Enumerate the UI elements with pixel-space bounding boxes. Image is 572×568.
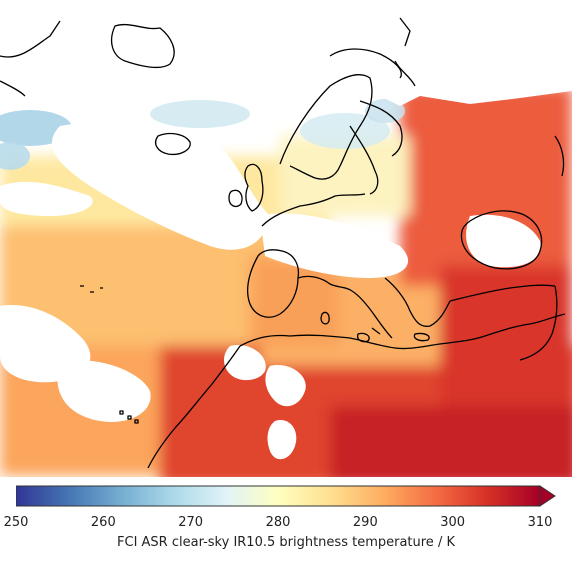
field-cool-scandinavia xyxy=(300,113,390,149)
colorbar xyxy=(16,485,556,507)
colorbar-tick-label: 270 xyxy=(178,515,204,530)
coastlines xyxy=(0,17,566,469)
coastline-levant xyxy=(519,285,558,361)
coastline-west-africa xyxy=(147,345,241,469)
cloud-north-atlantic xyxy=(51,123,270,250)
map-panel xyxy=(0,16,572,477)
coastline-ireland xyxy=(228,189,243,208)
coastline-iceland xyxy=(154,132,191,156)
coastline-black-sea xyxy=(460,210,543,270)
coastline-greenland xyxy=(0,20,61,58)
brightness-temperature-map xyxy=(0,16,572,477)
field-cold-labrador xyxy=(0,142,30,170)
colorbar-label: FCI ASR clear-sky IR10.5 brightness temp… xyxy=(117,535,455,550)
coastline-anatolia xyxy=(449,284,556,302)
colorbar-tick-label: 280 xyxy=(265,515,291,530)
field-baltic xyxy=(280,136,410,216)
cloud-central-europe xyxy=(260,213,409,278)
coastline-azores xyxy=(80,285,103,293)
colorbar-tick-label: 290 xyxy=(352,515,378,530)
coastline-balkans xyxy=(384,277,451,327)
cool-patches xyxy=(0,99,405,170)
coastline-south-france xyxy=(297,275,353,292)
colorbar-tick-label: 250 xyxy=(3,515,29,530)
cloud-canary xyxy=(57,360,151,422)
colorbar-bar xyxy=(16,485,541,507)
colorbar-tick-label: 310 xyxy=(527,515,553,530)
coastline-greenland-south xyxy=(0,80,26,97)
cloud-mask xyxy=(0,16,572,460)
coastline-novaya-zemlya xyxy=(394,17,416,87)
coastline-canary-islands xyxy=(119,410,139,424)
colorbar-tick-label: 260 xyxy=(90,515,116,530)
cloud-black-sea xyxy=(466,214,541,268)
field-levant xyxy=(440,266,572,406)
coastline-caspian xyxy=(554,135,565,177)
coastline-bothnia xyxy=(349,125,379,195)
coastline-crete xyxy=(413,332,430,342)
colorbar-extend-arrow xyxy=(539,485,556,507)
coastline-finland xyxy=(359,100,403,157)
coastline-barents xyxy=(329,48,402,79)
coastline-italy xyxy=(351,290,393,339)
colorbar-tick-label: 300 xyxy=(440,515,466,530)
field-cool-norwegian-sea xyxy=(150,100,250,128)
coastline-sardinia xyxy=(320,311,330,325)
coastline-sicily xyxy=(356,332,370,343)
cloud-atlas xyxy=(265,365,306,407)
cloud-arctic xyxy=(0,16,572,111)
coastline-scandinavia xyxy=(279,74,373,180)
coastline-iberia xyxy=(247,249,300,318)
coastline-svalbard xyxy=(111,23,175,69)
coastline-great-britain xyxy=(244,163,264,212)
coastline-north-sea xyxy=(261,193,366,227)
coastline-north-africa xyxy=(239,313,566,350)
cloud-west-atlantic xyxy=(0,181,93,216)
cloud-sahara xyxy=(267,420,297,460)
field-africa-deep xyxy=(330,406,572,477)
